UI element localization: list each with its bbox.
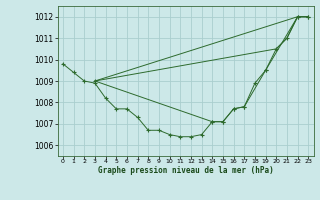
- X-axis label: Graphe pression niveau de la mer (hPa): Graphe pression niveau de la mer (hPa): [98, 166, 274, 175]
